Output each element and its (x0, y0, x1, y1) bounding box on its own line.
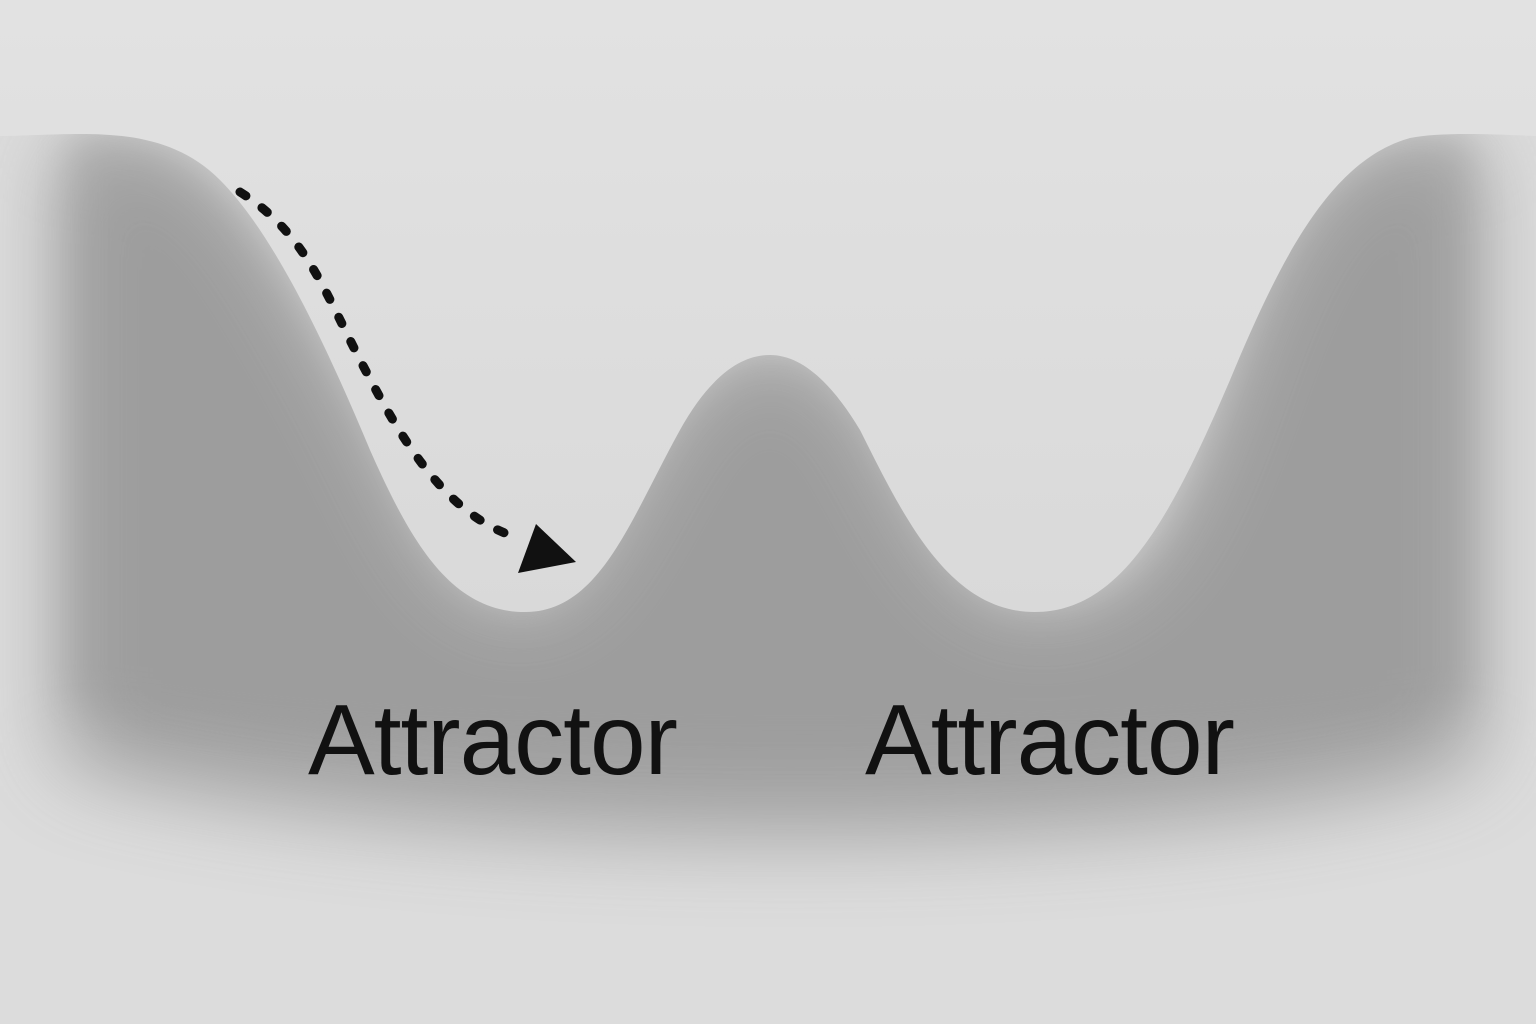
dotted-trajectory (235, 187, 525, 543)
landscape-inner-shade (70, 137, 1470, 746)
attractor-label-right: Attractor (865, 684, 1235, 796)
attractor-label-left: Attractor (308, 684, 678, 796)
landscape-surface (0, 0, 1536, 612)
dotted-trajectory-arrow-icon (518, 524, 576, 573)
